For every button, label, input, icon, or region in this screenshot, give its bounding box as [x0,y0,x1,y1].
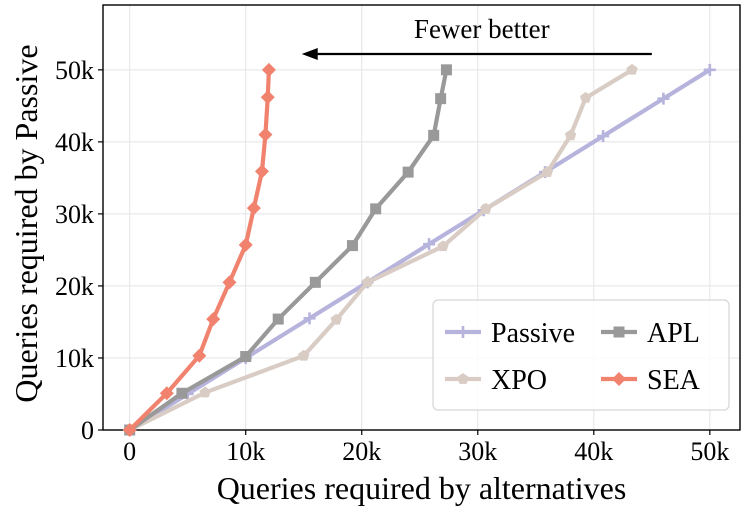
data-point-passive [423,238,436,251]
data-point-apl [402,166,414,178]
y-tick-label: 30k [55,200,94,229]
data-point-apl [370,203,382,215]
x-tick-label: 20k [342,437,381,466]
data-point-sea [261,62,276,77]
data-point-passive [703,63,716,76]
data-point-xpo [361,276,374,288]
data-point-passive [657,92,670,105]
y-tick-label: 10k [55,344,94,373]
x-axis-title: Queries required by alternatives [217,470,627,506]
data-point-xpo [626,63,638,75]
y-tick-label: 40k [55,128,94,157]
data-point-passive [303,312,316,325]
data-point-apl [428,129,440,141]
legend-box [432,299,730,411]
legend-marker-apl [613,326,625,338]
plot-area-frame [102,4,741,431]
legend-label-passive: Passive [491,318,575,349]
data-point-xpo [564,129,577,141]
legend-marker-sea [612,372,626,386]
axis-ticks: 0 10k 20k 30k 40k 50k 0 10k 20k 30k 40k 50k [55,56,729,466]
legend-item-sea: SEA [601,365,701,396]
data-point-sea [206,312,221,327]
legend-label-xpo: XPO [491,365,547,396]
series-sea [122,62,276,437]
y-axis-title: Queries required by Passive [8,44,44,402]
data-point-sea [254,164,269,179]
legend-item-apl: APL [601,318,700,349]
series-line-apl [127,67,449,433]
series-apl [124,64,452,436]
data-point-xpo [298,349,310,361]
data-point-sea [238,237,253,252]
data-point-apl [176,387,188,399]
x-tick-label: 0 [123,437,136,466]
data-point-apl [346,240,358,252]
data-point-xpo [480,202,492,214]
legend-label-apl: APL [647,318,700,349]
data-point-sea [159,386,174,401]
annotation-text: Fewer better [414,14,550,44]
x-tick-label: 30k [458,437,497,466]
data-point-apl [240,351,252,363]
data-point-xpo [330,313,342,325]
y-tick-label: 50k [55,56,94,85]
legend-marker-xpo [457,373,469,384]
y-tick-label: 20k [55,272,94,301]
data-point-xpo [199,386,211,398]
data-point-sea [260,90,275,105]
data-point-xpo [437,240,449,252]
data-point-sea [122,423,137,437]
data-point-sea [222,275,237,290]
series-layer [122,62,716,437]
data-point-sea [246,201,261,216]
x-tick-label: 40k [574,437,613,466]
data-point-apl [435,93,447,105]
data-point-apl [440,64,452,76]
x-tick-label: 50k [690,437,729,466]
data-point-apl [272,313,284,325]
legend-item-passive: Passive [445,318,575,349]
data-point-apl [309,276,321,288]
data-point-xpo [541,166,554,177]
legend-item-xpo: XPO [445,365,547,396]
fewer-better-annotation: Fewer better [301,14,652,60]
data-point-sea [192,348,207,363]
data-point-sea [258,127,273,142]
x-tick-label: 10k [226,437,265,466]
data-point-xpo [579,91,592,103]
legend-marker-passive [457,326,469,338]
legend: Passive XPO APL SEA [432,299,730,411]
y-tick-label: 0 [81,416,94,445]
annotation-arrow-icon [301,47,652,60]
legend-label-sea: SEA [647,365,701,396]
data-point-passive [597,130,610,143]
